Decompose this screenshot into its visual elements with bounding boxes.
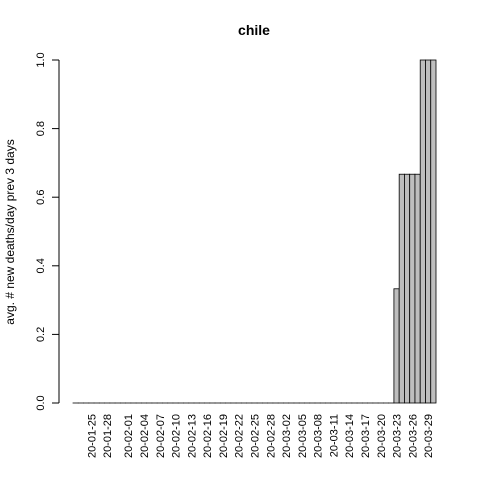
x-tick-label: 20-03-17 xyxy=(360,414,372,458)
chart-title: chile xyxy=(238,22,270,38)
x-tick-label: 20-02-13 xyxy=(186,414,198,458)
bar xyxy=(398,173,405,404)
y-axis-label: avg. # new deaths/day prev 3 days xyxy=(3,139,17,324)
y-tick-label: 0.2 xyxy=(35,327,47,342)
x-tick-label: 20-02-28 xyxy=(265,414,277,458)
x-tick-label: 20-02-22 xyxy=(234,414,246,458)
bar xyxy=(409,173,416,404)
bar xyxy=(404,173,411,404)
bar xyxy=(393,288,400,404)
bars xyxy=(72,59,437,404)
bar xyxy=(419,59,426,404)
y-tick-label: 0.4 xyxy=(35,258,47,273)
x-tick-label: 20-03-29 xyxy=(423,414,435,458)
bar xyxy=(414,173,421,404)
x-tick-label: 20-02-07 xyxy=(155,414,167,458)
x-tick-label: 20-03-26 xyxy=(407,414,419,458)
x-tick-label: 20-01-25 xyxy=(86,414,98,458)
x-tick-label: 20-02-16 xyxy=(202,414,214,458)
x-tick-label: 20-02-19 xyxy=(218,414,230,458)
y-tick-label: 0.6 xyxy=(35,190,47,205)
x-axis: 20-01-25 20-01-28 20-02-01 20-02-04 20-02-07… xyxy=(86,414,435,458)
x-tick-label: 20-03-08 xyxy=(313,414,325,458)
x-tick-label: 20-03-23 xyxy=(392,414,404,458)
x-tick-label: 20-02-25 xyxy=(250,414,262,458)
x-tick-label: 20-03-02 xyxy=(281,414,293,458)
x-tick-label: 20-01-28 xyxy=(102,414,114,458)
x-tick-label: 20-02-10 xyxy=(171,414,183,458)
bar xyxy=(425,59,432,404)
y-tick-label: 0.8 xyxy=(35,121,47,136)
x-tick-label: 20-02-01 xyxy=(123,414,135,458)
x-tick-label: 20-02-04 xyxy=(139,414,151,458)
y-axis: 0.0 0.2 0.4 0.6 0.8 1.0 xyxy=(35,52,60,411)
y-tick-label: 0.0 xyxy=(35,395,47,410)
bar xyxy=(430,59,437,404)
y-tick-label: 1.0 xyxy=(35,52,47,67)
x-tick-label: 20-03-11 xyxy=(328,414,340,457)
x-tick-label: 20-03-05 xyxy=(297,414,309,458)
x-tick-label: 20-03-14 xyxy=(344,414,356,458)
x-tick-label: 20-03-20 xyxy=(376,414,388,458)
